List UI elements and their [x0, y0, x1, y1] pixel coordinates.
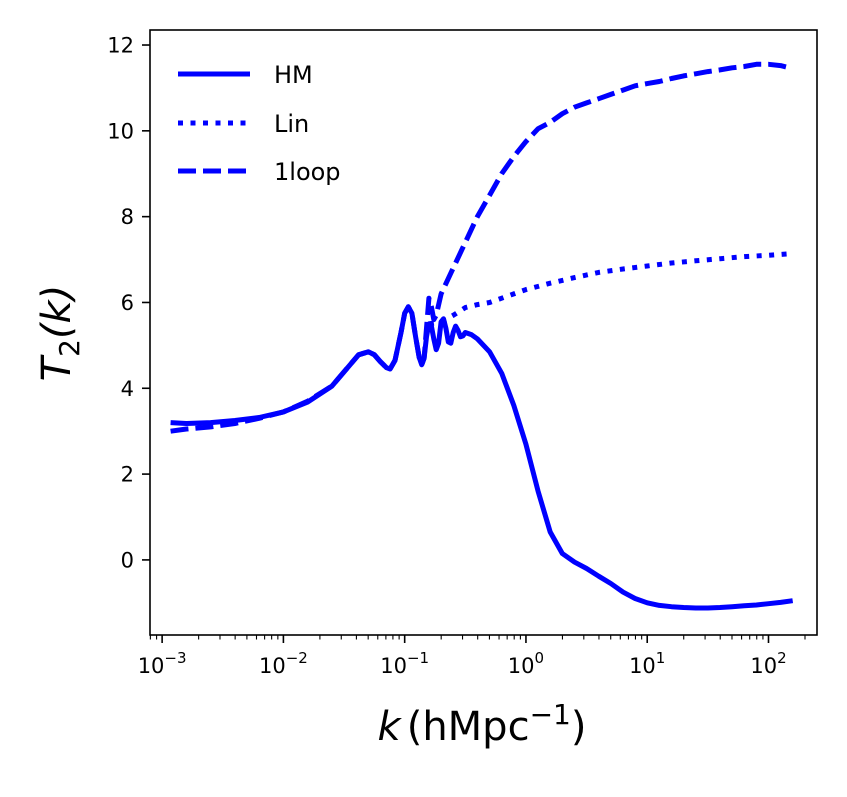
legend-label-hm: HM	[274, 61, 313, 89]
tick-layer: 0 2 4 6 8 10 12 10−3 10−2 10−1 100 101 102	[107, 34, 806, 678]
x-axis-title: k (hMpc−1)	[378, 698, 587, 750]
y-tick-label: 6	[121, 291, 134, 315]
y-tick-label: 0	[121, 548, 134, 572]
x-tick-label: 10−2	[259, 649, 308, 678]
y-tick-label: 4	[121, 377, 134, 401]
y-tick-label: 10	[107, 119, 134, 143]
series-layer	[170, 61, 794, 611]
x-tick-label: 101	[629, 649, 665, 678]
x-tick-label: 10−1	[380, 649, 429, 678]
plot-frame	[149, 29, 818, 636]
series-line-lin	[428, 251, 793, 327]
y-tick-label: 12	[107, 34, 134, 58]
x-tick-label: 10−3	[138, 649, 187, 678]
legend-label-lin: Lin	[274, 110, 309, 138]
legend: HM Lin 1loop	[178, 61, 341, 186]
legend-label-1loop: 1loop	[274, 158, 341, 186]
y-tick-label: 2	[121, 463, 134, 487]
y-tick-label: 8	[121, 205, 134, 229]
x-tick-label: 100	[508, 649, 544, 678]
x-tick-label: 102	[750, 649, 786, 678]
series-line-1loop	[170, 61, 794, 434]
y-axis-title: T2(k)	[34, 285, 86, 382]
